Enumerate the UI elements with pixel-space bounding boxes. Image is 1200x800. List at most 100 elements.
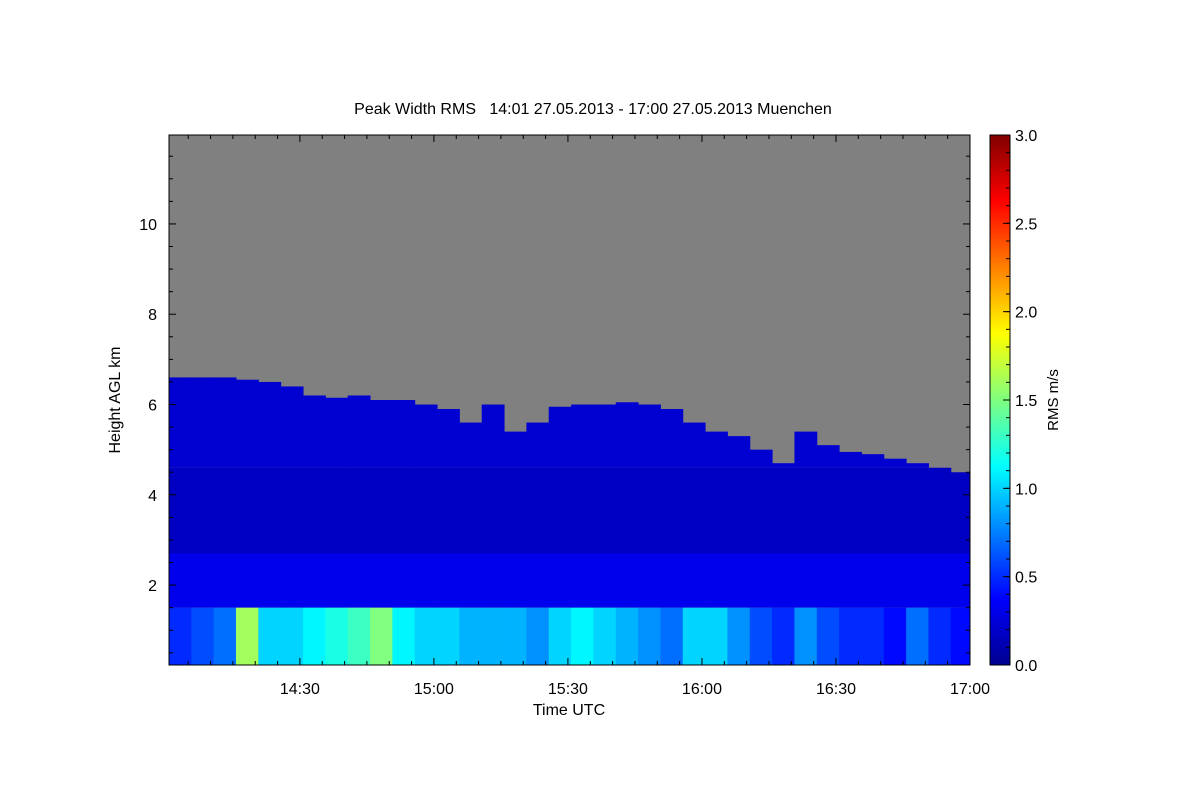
heatmap-cell [459,553,483,608]
heatmap-cell [794,607,818,665]
heatmap-cell [504,553,527,608]
heatmap-cell [682,607,706,665]
x-tick-label: 15:30 [548,681,588,698]
y-tick-label: 10 [139,217,157,234]
heatmap-cell [727,607,751,665]
heatmap-cell [504,607,527,665]
x-axis: 14:30 15:00 15:30 16:00 16:30 17:00 [187,135,990,698]
heatmap-cell [638,553,661,608]
heatmap-cell [705,553,728,608]
x-tick-label: 15:00 [414,681,454,698]
heatmap-cell [571,553,594,608]
heatmap-cell [459,467,483,554]
heatmap-cell [593,607,617,665]
colorbar-tick-label: 2.5 [1015,216,1037,233]
heatmap-cell [772,553,795,608]
heatmap-cell [928,607,952,665]
heatmap-cell [615,402,639,468]
heatmap-cell [169,553,192,608]
heatmap-cell [325,607,349,665]
heatmap-cell [526,467,550,554]
heatmap-cell [772,463,795,468]
heatmap-cell [280,386,304,468]
heatmap-cell [660,409,684,468]
heatmap-cell [347,467,371,554]
colorbar-tick-label: 3.0 [1015,128,1037,145]
heatmap-cell [749,467,773,554]
heatmap-cell [258,381,282,468]
heatmap-cell [883,553,907,608]
heatmap-cell [504,431,527,468]
heatmap-cell [571,404,594,468]
heatmap-cell [749,607,773,665]
heatmap-cell [347,607,371,665]
heatmap-cell [861,607,885,665]
heatmap-cell [280,467,304,554]
x-tick-label: 17:00 [950,681,990,698]
heatmap-cell [191,377,215,468]
heatmap-cell [705,607,728,665]
heatmap-cell [906,553,929,608]
heatmap-cell [258,607,282,665]
chart-title: Peak Width RMS 14:01 27.05.2013 - 17:00 … [354,101,832,118]
y-axis: 2 4 6 8 10 [139,155,970,654]
heatmap-cell [772,607,795,665]
heatmap-cell [370,467,393,554]
y-tick-label: 6 [148,398,157,415]
heatmap-cell [191,553,215,608]
heatmap-cells [169,135,971,665]
heatmap-cell [459,422,483,468]
heatmap-cell [705,467,728,554]
heatmap-cell [548,406,572,468]
colorbar-tick-label: 2.0 [1015,305,1037,322]
heatmap-cell [414,553,438,608]
heatmap-cell [169,377,192,468]
heatmap-cell [236,553,259,608]
heatmap-cell [906,467,929,554]
heatmap-cell [794,553,818,608]
heatmap-cell [370,553,393,608]
heatmap-cell [392,553,416,608]
heatmap-cell [794,431,818,468]
heatmap-cell [682,553,706,608]
heatmap-cell [839,451,862,468]
heatmap-cell [325,553,349,608]
heatmap-cell [303,467,326,554]
heatmap-cell [258,467,282,554]
heatmap-cell [816,607,840,665]
heatmap-cell [950,553,971,608]
heatmap-cell [236,379,259,468]
heatmap-cell [571,607,594,665]
heatmap-cell [481,404,505,468]
heatmap-cell [950,472,971,554]
heatmap-cell [213,607,237,665]
heatmap-cell [682,422,706,468]
y-tick-label: 8 [148,307,157,324]
heatmap-cell [638,607,661,665]
heatmap-cell [571,467,594,554]
x-tick-label: 16:30 [816,681,856,698]
heatmap-cell [191,607,215,665]
heatmap-cell [883,607,907,665]
heatmap-cell [481,553,505,608]
heatmap-cell [303,607,326,665]
heatmap-cell [749,449,773,468]
heatmap-cell [347,553,371,608]
heatmap-cell [593,553,617,608]
heatmap-cell [727,436,751,468]
heatmap-cell [437,553,460,608]
heatmap-cell [526,553,550,608]
colorbar-tick-label: 1.5 [1015,393,1037,410]
heatmap-cell [392,400,416,468]
heatmap-cell [414,404,438,468]
heatmap-cell [437,467,460,554]
heatmap-cell [437,607,460,665]
heatmap-cell [727,553,751,608]
heatmap-cell [615,467,639,554]
heatmap-cell [615,553,639,608]
colorbar-ticks: 0.0 0.5 1.0 1.5 2.0 2.5 3.0 [1003,128,1037,675]
heatmap-cell [526,422,550,468]
colorbar-tick-label: 1.0 [1015,481,1037,498]
heatmap-cell [213,553,237,608]
heatmap-cell [839,553,862,608]
